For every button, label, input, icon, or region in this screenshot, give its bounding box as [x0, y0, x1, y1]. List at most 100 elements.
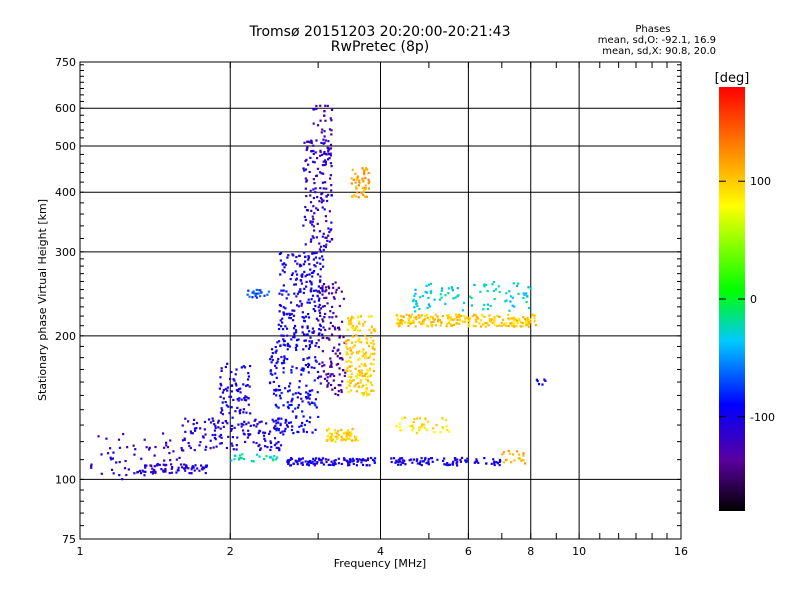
data-point	[226, 386, 229, 389]
data-point	[329, 375, 332, 378]
data-point	[257, 292, 260, 295]
data-point	[359, 371, 362, 374]
data-point	[271, 351, 274, 355]
data-point	[181, 424, 184, 427]
data-point	[314, 265, 317, 268]
data-point	[537, 382, 541, 386]
data-point	[486, 303, 490, 306]
data-point	[310, 238, 313, 241]
data-point	[249, 433, 252, 436]
data-point	[349, 381, 352, 384]
data-point	[193, 448, 196, 452]
data-point	[288, 404, 291, 407]
data-point	[527, 325, 530, 328]
data-point	[488, 314, 491, 317]
data-point	[309, 416, 312, 419]
data-point	[305, 179, 309, 182]
data-point	[338, 343, 341, 346]
data-point	[467, 323, 471, 326]
data-point	[329, 357, 332, 360]
data-point	[364, 354, 368, 357]
data-point	[427, 462, 430, 465]
data-point	[269, 358, 272, 361]
data-point	[497, 285, 500, 288]
data-point	[348, 379, 352, 382]
data-point	[334, 431, 337, 434]
data-point	[525, 300, 528, 304]
data-point	[290, 338, 293, 341]
data-point	[414, 292, 417, 295]
data-point	[402, 315, 405, 319]
data-point	[363, 352, 366, 356]
data-point	[324, 104, 327, 107]
data-point	[292, 254, 295, 257]
data-point	[512, 282, 515, 285]
data-point	[397, 322, 400, 326]
data-point	[328, 327, 331, 330]
data-point	[279, 259, 282, 262]
data-point	[450, 324, 453, 327]
data-point	[327, 463, 330, 467]
data-point	[436, 315, 439, 318]
data-point	[204, 433, 207, 436]
data-point	[274, 424, 277, 428]
data-point	[356, 329, 360, 332]
data-point	[286, 405, 290, 408]
data-point	[298, 263, 302, 266]
data-point	[357, 196, 360, 199]
data-point	[356, 191, 359, 194]
data-point	[321, 181, 325, 184]
data-point	[395, 425, 398, 428]
data-point	[355, 325, 358, 328]
data-point	[275, 427, 279, 430]
y-tick-label: 600	[55, 102, 76, 115]
data-point	[441, 417, 444, 420]
data-point	[431, 460, 434, 463]
data-point	[364, 390, 367, 393]
data-point	[522, 459, 525, 462]
data-point	[355, 464, 359, 467]
data-point	[445, 425, 448, 428]
data-point	[230, 442, 233, 445]
data-point	[209, 439, 212, 442]
data-point	[312, 152, 315, 155]
data-point	[366, 394, 369, 397]
data-point	[331, 283, 334, 286]
data-point	[414, 310, 417, 313]
phases-summary: Phases mean, sd,O: -92.1, 16.9 mean, sd,…	[598, 24, 716, 57]
data-point	[309, 194, 312, 197]
data-point	[475, 458, 478, 461]
data-point	[302, 316, 306, 319]
data-point	[316, 208, 320, 211]
data-point	[301, 457, 305, 460]
data-point	[522, 452, 525, 455]
data-point	[276, 341, 279, 344]
data-point	[300, 302, 303, 305]
data-point	[435, 423, 438, 427]
data-point	[301, 275, 304, 278]
data-point	[205, 464, 208, 467]
data-point	[232, 448, 235, 451]
data-point	[345, 342, 348, 345]
data-point	[316, 294, 319, 297]
data-point	[486, 321, 489, 325]
data-point	[278, 388, 282, 392]
data-point	[267, 290, 271, 293]
data-point	[432, 427, 435, 430]
data-point	[327, 153, 331, 156]
data-point	[262, 434, 266, 437]
data-point	[527, 286, 530, 289]
data-point	[184, 469, 187, 472]
data-point	[175, 458, 178, 461]
data-point	[302, 291, 305, 295]
data-point	[361, 458, 364, 461]
data-point	[369, 456, 373, 460]
data-point	[373, 328, 376, 331]
data-point	[297, 430, 300, 434]
data-point	[458, 315, 461, 319]
data-point	[324, 215, 328, 218]
data-point	[203, 420, 207, 424]
data-point	[132, 444, 135, 447]
data-point	[204, 471, 207, 475]
data-point	[342, 438, 346, 441]
